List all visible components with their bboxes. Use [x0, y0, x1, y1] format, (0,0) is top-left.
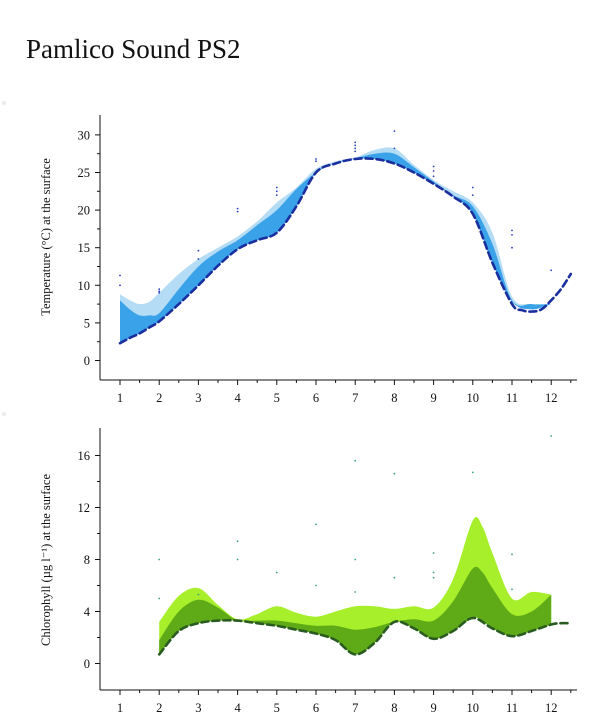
x-tick-label: 8 [391, 391, 397, 405]
data-point [354, 558, 357, 561]
x-tick-label: 11 [506, 701, 518, 715]
x-tick-label: 10 [467, 701, 480, 715]
x-tick-label: 11 [506, 391, 518, 405]
y-tick-label: 16 [78, 449, 91, 463]
y-tick-label: 0 [84, 354, 90, 368]
data-point [511, 234, 513, 236]
data-point [432, 165, 435, 168]
x-tick-label: 5 [274, 391, 280, 405]
data-point [511, 246, 513, 249]
data-point [275, 571, 278, 574]
data-point [197, 593, 200, 596]
data-point [315, 523, 317, 526]
x-tick-label: 6 [313, 391, 319, 405]
data-point [354, 591, 357, 593]
data-point [393, 472, 396, 475]
data-point [511, 588, 513, 591]
data-point [275, 186, 278, 189]
y-tick-label: 30 [78, 128, 91, 142]
decorative-dot [1, 411, 7, 417]
series-line [157, 616, 573, 656]
x-tick-label: 1 [117, 701, 123, 715]
x-tick-label: 4 [234, 701, 241, 715]
y-tick-label: 12 [78, 501, 91, 515]
data-point [354, 150, 357, 153]
data-point [275, 190, 278, 193]
x-tick-label: 3 [195, 701, 201, 715]
data-point [158, 291, 161, 294]
data-point [471, 194, 474, 197]
data-point [119, 284, 121, 287]
band-inner [159, 566, 552, 655]
x-tick-label: 6 [313, 701, 319, 715]
x-tick-label: 7 [352, 391, 358, 405]
data-point [432, 571, 435, 574]
data-point [158, 597, 161, 600]
data-point [393, 147, 396, 150]
data-point [236, 558, 239, 561]
data-point [550, 435, 553, 437]
decorative-dot [1, 100, 7, 106]
data-point [354, 144, 357, 147]
data-point [471, 186, 474, 189]
data-point [354, 459, 357, 462]
y-tick-label: 25 [78, 166, 91, 180]
data-point [236, 207, 239, 210]
data-point [119, 274, 121, 277]
data-point [432, 552, 435, 554]
y-tick-label: 20 [78, 204, 91, 218]
x-tick-label: 5 [274, 701, 280, 715]
x-tick-label: 9 [430, 391, 436, 405]
y-axis-title: Chlorophyll (µg l⁻¹) at the surface [39, 474, 53, 646]
y-tick-label: 10 [78, 279, 91, 293]
x-tick-label: 9 [430, 701, 436, 715]
x-tick-label: 7 [352, 701, 358, 715]
data-point [354, 141, 357, 144]
data-point [315, 584, 317, 587]
data-point [197, 249, 200, 252]
data-point [158, 288, 161, 290]
data-point [432, 576, 435, 579]
data-point [393, 130, 396, 133]
data-point [158, 558, 161, 561]
y-tick-label: 15 [78, 241, 91, 255]
data-point [275, 194, 278, 197]
data-point [236, 210, 239, 213]
data-point [550, 269, 553, 272]
data-point [158, 290, 161, 293]
data-point [315, 160, 317, 163]
x-tick-label: 2 [156, 701, 162, 715]
data-point [354, 147, 357, 150]
x-tick-label: 4 [234, 391, 241, 405]
data-point [432, 170, 435, 172]
y-tick-label: 0 [84, 657, 90, 671]
x-tick-label: 12 [545, 391, 558, 405]
y-axis-title: Temperature (°C) at the surface [39, 158, 53, 316]
x-tick-label: 8 [391, 701, 397, 715]
data-point [236, 540, 239, 543]
data-point [432, 175, 435, 178]
x-tick-label: 12 [545, 701, 558, 715]
data-point [197, 258, 200, 260]
x-tick-label: 1 [117, 391, 123, 405]
y-tick-label: 4 [84, 605, 91, 619]
series-line [118, 157, 573, 345]
data-point [315, 158, 317, 160]
data-point [393, 576, 396, 579]
data-point [511, 553, 513, 556]
x-tick-label: 3 [195, 391, 201, 405]
y-tick-label: 8 [84, 553, 90, 567]
data-point [511, 229, 513, 232]
page-title: Pamlico Sound PS2 [26, 34, 241, 64]
y-tick-label: 5 [84, 316, 90, 330]
x-tick-label: 10 [467, 391, 480, 405]
data-point [471, 471, 474, 474]
x-tick-label: 2 [156, 391, 162, 405]
